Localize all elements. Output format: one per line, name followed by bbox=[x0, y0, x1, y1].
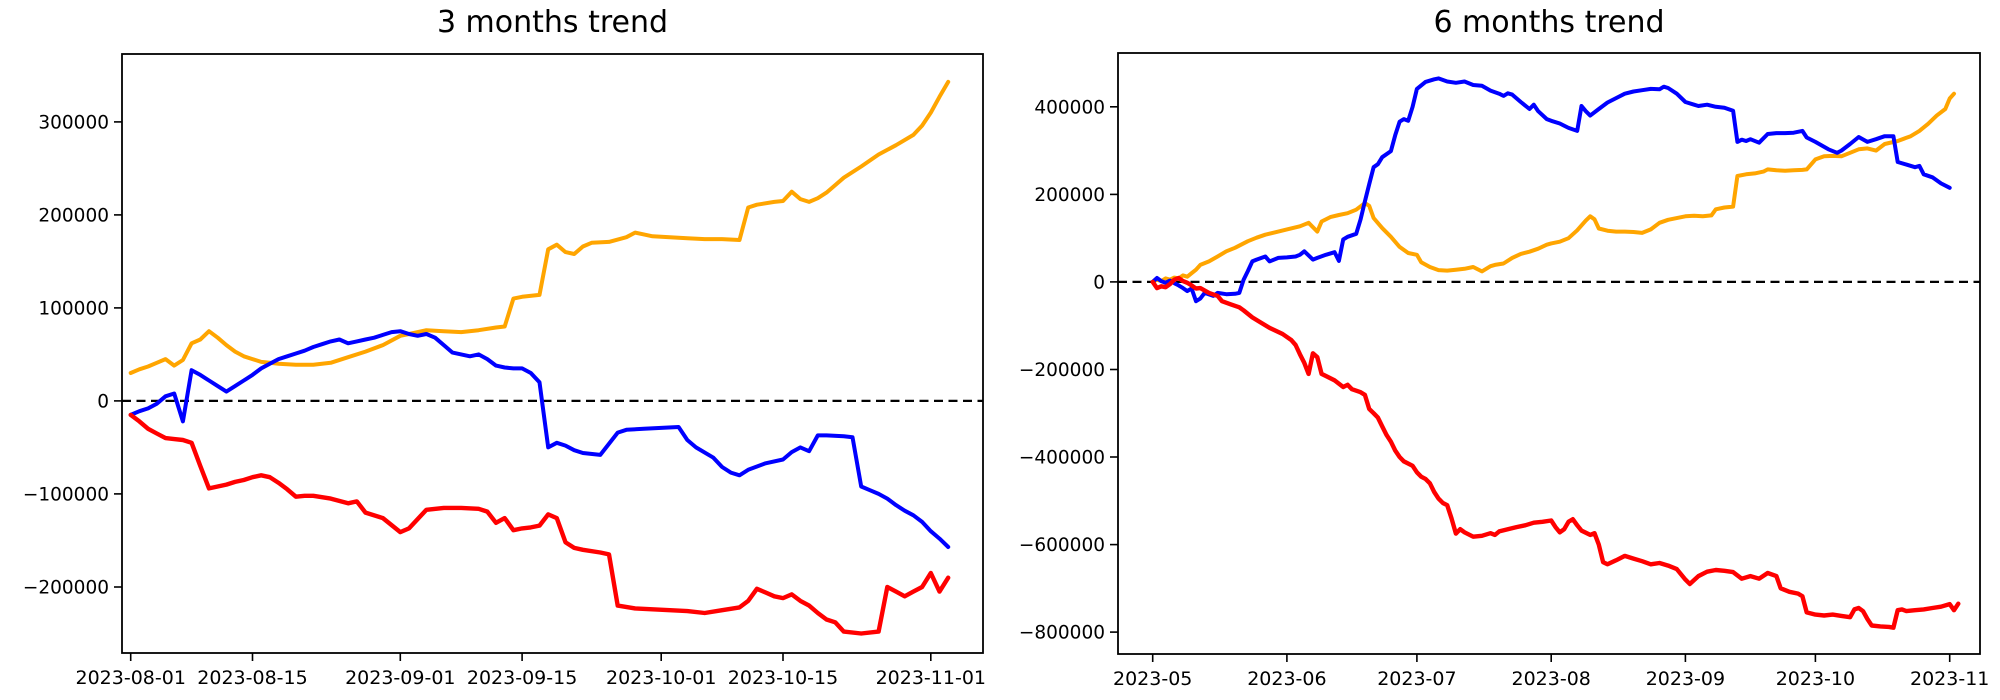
plot-frame bbox=[1117, 52, 1981, 655]
y-tick-label: 0 bbox=[97, 391, 109, 412]
x-tick-label: 2023-07 bbox=[1377, 668, 1456, 690]
x-tick-label: 2023-10-01 bbox=[606, 667, 716, 689]
chart-6-months: 400000 200000 0 −200000 −400000 −600000 −80000… bbox=[1000, 0, 2000, 700]
chart-canvas-3-months: 300000 200000 100000 0 −100000 −200000 2023-08… bbox=[23, 53, 986, 689]
series-line-red bbox=[1150, 275, 1961, 630]
x-tick-label: 2023-06 bbox=[1247, 668, 1326, 690]
series-line-blue bbox=[128, 329, 951, 549]
plot-frame bbox=[121, 53, 984, 654]
x-tick-label: 2023-10-15 bbox=[728, 667, 838, 689]
series-line-orange bbox=[128, 79, 951, 375]
x-tick-label: 2023-09-15 bbox=[467, 667, 577, 689]
series-line-blue bbox=[1150, 76, 1952, 304]
y-tick-label: 400000 bbox=[1034, 97, 1105, 118]
chart-canvas-6-months: 400000 200000 0 −200000 −400000 −600000 −80000… bbox=[1019, 52, 1989, 690]
y-tick-label: −600000 bbox=[1019, 535, 1105, 556]
series-line-orange bbox=[1150, 91, 1956, 284]
x-tick-label: 2023-05 bbox=[1113, 668, 1192, 690]
series-line-red bbox=[128, 412, 951, 636]
x-tick-label: 2023-09 bbox=[1646, 668, 1725, 690]
y-tick-label: −200000 bbox=[23, 578, 109, 599]
x-tick-label: 2023-08-15 bbox=[197, 667, 307, 689]
y-tick-label: 200000 bbox=[1034, 185, 1105, 206]
y-tick-label: 200000 bbox=[38, 205, 109, 226]
y-tick-label: −800000 bbox=[1019, 623, 1105, 644]
x-tick-label: 2023-11 bbox=[1910, 668, 1989, 690]
chart-3-months: 300000 200000 100000 0 −100000 −200000 2023-08… bbox=[23, 5, 986, 689]
chart-title-6-months: 6 months trend bbox=[1433, 5, 1665, 40]
y-tick-label: −200000 bbox=[1019, 360, 1105, 381]
y-tick-label: 100000 bbox=[38, 298, 109, 319]
x-tick-label: 2023-08-01 bbox=[75, 667, 185, 689]
y-tick-label: 0 bbox=[1093, 272, 1105, 293]
y-tick-label: −100000 bbox=[23, 484, 109, 505]
x-tick-label: 2023-09-01 bbox=[345, 667, 455, 689]
y-tick-label: 300000 bbox=[38, 112, 109, 133]
chart-title-3-months: 3 months trend bbox=[436, 5, 669, 40]
y-tick-label: −400000 bbox=[1019, 448, 1105, 469]
x-tick-label: 2023-08 bbox=[1512, 668, 1591, 690]
x-tick-label: 2023-10 bbox=[1776, 668, 1855, 690]
x-tick-label: 2023-11-01 bbox=[876, 667, 986, 689]
